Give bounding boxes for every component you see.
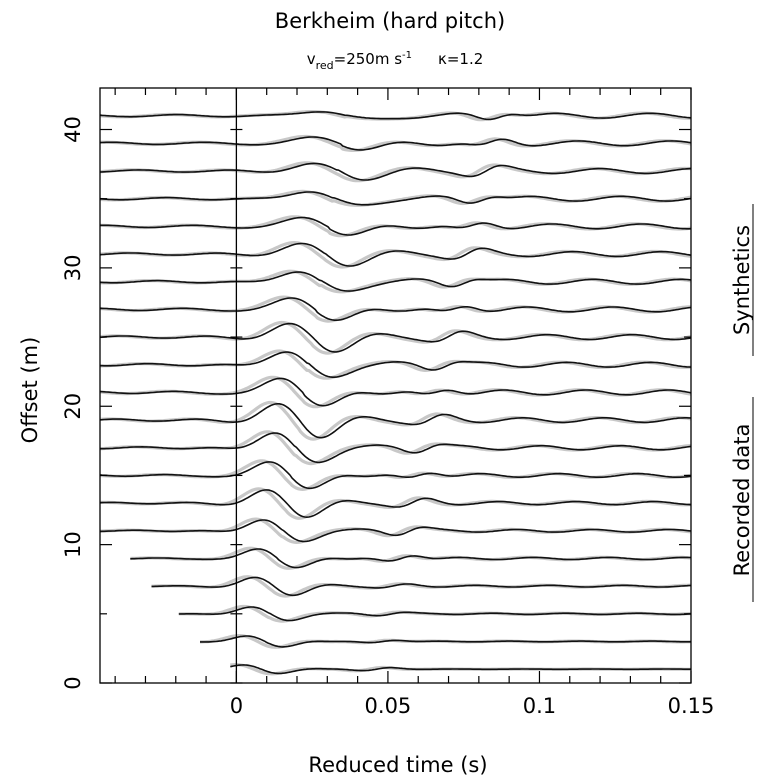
vred-subscript: red [316,59,334,72]
recorded-trace [130,546,692,570]
legend-recorded: Recorded data [730,424,754,577]
legend: Synthetics Recorded data [730,204,754,602]
x-tick-labels: 0 0.05 0.1 0.15 [230,694,715,718]
y-tick-label: 40 [61,116,85,143]
x-tick-label: 0.05 [365,694,412,718]
synthetic-trace [99,519,692,543]
synthetic-trace [99,377,692,407]
y-axis-label: Offset (m) [18,337,42,444]
axis-ticks [100,88,692,684]
synthetic-trace [230,664,691,675]
synthetic-trace [100,216,692,236]
plot-frame [99,87,692,684]
y-tick-label: 30 [61,255,85,282]
x-axis-label: Reduced time (s) [308,753,487,777]
synthetic-trace [99,297,692,321]
synthetic-trace [99,242,692,267]
synthetic-trace [200,635,691,648]
x-tick-label: 0.15 [668,694,715,718]
y-tick-label: 10 [61,531,85,558]
synthetic-trace [178,606,692,622]
synthetic-traces [99,111,692,675]
vred-value: =250m s [334,50,403,68]
x-tick-label: 0 [230,694,243,718]
y-tick-label: 20 [61,393,85,420]
synthetic-trace [99,111,692,121]
recorded-trace [99,400,692,441]
y-tick-labels: 0 10 20 30 40 [61,116,85,690]
y-tick-label: 0 [61,676,85,689]
synthetic-trace [99,162,692,181]
synthetic-trace [99,271,692,292]
chart-subtitle: vred=250m s-1 κ=1.2 [307,50,484,72]
synthetic-trace [99,136,692,151]
synthetic-trace [99,489,692,519]
synthetic-trace [99,322,692,353]
vred-exponent: -1 [402,50,412,61]
synthetic-trace [100,432,692,464]
vred-symbol: v [307,50,316,68]
synthetic-trace [100,351,692,378]
legend-synthetics: Synthetics [730,225,754,335]
x-tick-label: 0.1 [523,694,556,718]
synthetic-trace [99,191,692,206]
recorded-trace [100,349,692,380]
synthetic-trace [151,576,691,597]
synthetic-trace [130,548,691,569]
synthetic-trace [99,403,692,439]
kappa-label: κ=1.2 [438,50,483,68]
chart-title: Berkheim (hard pitch) [275,9,505,33]
synthetic-trace [99,461,692,490]
